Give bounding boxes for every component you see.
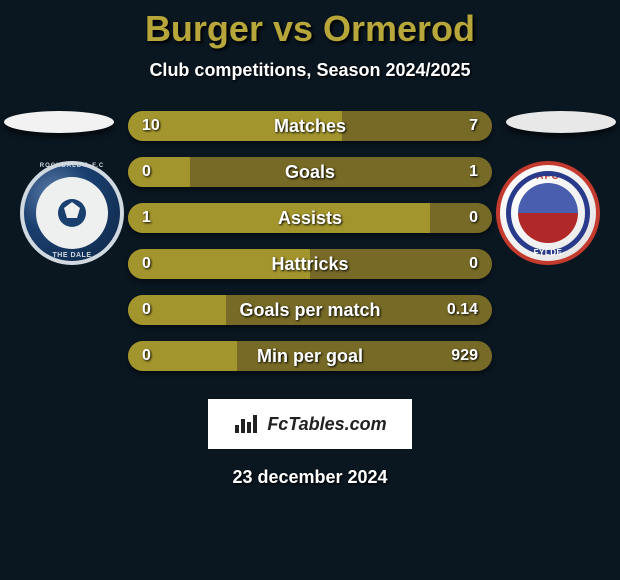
crest-inner-flag [518, 183, 578, 243]
watermark-text: FcTables.com [267, 414, 386, 435]
date-text: 23 december 2024 [0, 467, 620, 488]
page-title: Burger vs Ormerod [0, 0, 620, 50]
page-subtitle: Club competitions, Season 2024/2025 [0, 60, 620, 81]
main-row: ROCHDALE A.F.C THE DALE 107Matches 01Goal… [0, 111, 620, 387]
crest-inner-circle [36, 177, 108, 249]
stat-label: Goals per match [128, 295, 492, 325]
left-club-crest: ROCHDALE A.F.C THE DALE [20, 161, 124, 265]
stat-label: Assists [128, 203, 492, 233]
crest-arc-text: ROCHDALE A.F.C [24, 163, 120, 169]
stat-row: 00Hattricks [128, 249, 492, 279]
stats-bars: 107Matches 01Goals 10Assists 00Hattricks 00.… [120, 111, 500, 387]
stat-row: 0929Min per goal [128, 341, 492, 371]
right-player-pill [506, 111, 616, 133]
crest-bottom-text: THE DALE [24, 252, 120, 259]
crest-bottom-text-right: FYLDE [500, 248, 596, 257]
watermark-badge: FcTables.com [208, 399, 412, 449]
stat-row: 00.14Goals per match [128, 295, 492, 325]
stat-row: 01Goals [128, 157, 492, 187]
football-icon [52, 193, 92, 233]
left-player-column: ROCHDALE A.F.C THE DALE [0, 111, 120, 265]
right-player-column: AFC FYLDE [500, 111, 620, 265]
stat-row: 107Matches [128, 111, 492, 141]
left-player-pill [4, 111, 114, 133]
stat-row: 10Assists [128, 203, 492, 233]
comparison-card: Burger vs Ormerod Club competitions, Sea… [0, 0, 620, 580]
stat-label: Min per goal [128, 341, 492, 371]
stat-label: Goals [128, 157, 492, 187]
stat-label: Hattricks [128, 249, 492, 279]
bars-icon [233, 413, 261, 435]
stat-label: Matches [128, 111, 492, 141]
right-club-crest: AFC FYLDE [496, 161, 600, 265]
